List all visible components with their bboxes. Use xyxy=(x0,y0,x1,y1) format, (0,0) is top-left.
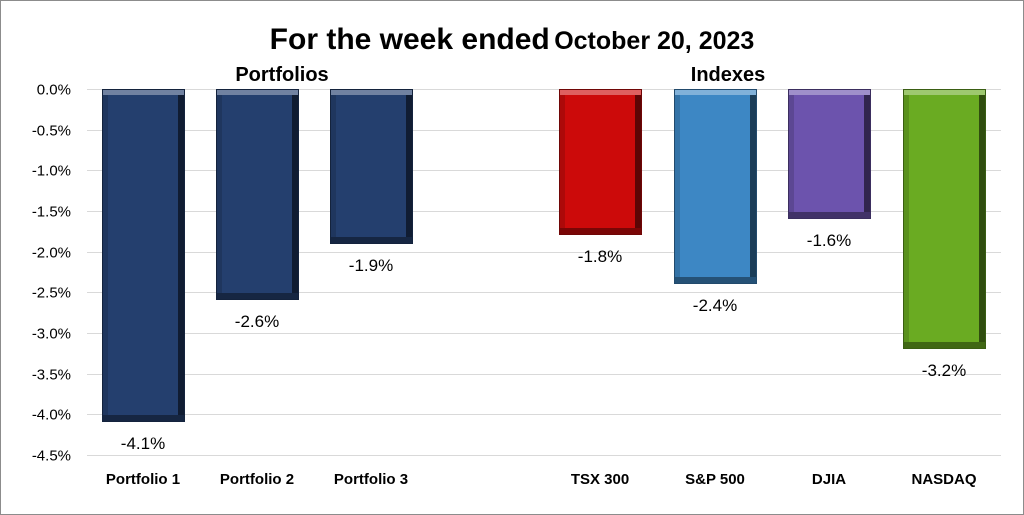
x-category-label: TSX 300 xyxy=(570,471,630,488)
bar-tsx-300 xyxy=(558,89,642,236)
bar-nasdaq xyxy=(902,89,986,350)
x-category-label: Portfolio 3 xyxy=(333,471,409,488)
data-label: -1.9% xyxy=(348,255,394,275)
group-label-indexes: Indexes xyxy=(690,64,766,86)
data-label: -2.6% xyxy=(234,312,280,332)
x-category-label: S&P 500 xyxy=(685,471,745,488)
bar-s-p-500 xyxy=(673,89,757,285)
bar-portfolio-1 xyxy=(101,89,185,423)
gridline xyxy=(87,211,1001,212)
group-label-portfolios: Portfolios xyxy=(235,64,329,86)
gridline xyxy=(87,414,1001,416)
gridline xyxy=(87,129,1001,131)
gridline xyxy=(87,333,1001,334)
gridline xyxy=(87,373,1001,375)
data-label: -2.4% xyxy=(692,296,738,316)
gridline xyxy=(87,292,1001,294)
bar-djia xyxy=(787,89,871,220)
data-label: -1.8% xyxy=(577,247,623,267)
y-tick-label: -3.0% xyxy=(31,325,71,343)
data-label: -4.1% xyxy=(120,434,166,454)
x-category-label: Portfolio 2 xyxy=(219,471,295,488)
data-label: -1.6% xyxy=(806,231,852,251)
chart-title-date: October 20, 2023 xyxy=(554,27,755,55)
y-tick-label: -1.0% xyxy=(31,162,71,180)
y-tick-label: -2.0% xyxy=(31,244,71,262)
y-tick-label: -2.5% xyxy=(31,284,71,302)
x-category-label: NASDAQ xyxy=(911,471,977,488)
y-tick-label: -3.5% xyxy=(31,366,71,384)
x-category-label: Portfolio 1 xyxy=(105,471,181,488)
gridline xyxy=(87,455,1001,456)
bar-portfolio-2 xyxy=(215,89,299,301)
chart-title: For the week ended October 20, 2023 xyxy=(1,23,1023,57)
gridline xyxy=(87,89,1001,90)
data-label: -3.2% xyxy=(921,361,967,381)
gridline xyxy=(87,170,1001,172)
y-tick-label: -0.5% xyxy=(31,122,71,140)
bar-portfolio-3 xyxy=(329,89,413,244)
y-tick-label: 0.0% xyxy=(36,81,71,99)
gridline xyxy=(87,251,1001,253)
y-tick-label: -4.5% xyxy=(31,447,71,465)
y-tick-label: -1.5% xyxy=(31,203,71,221)
y-tick-label: -4.0% xyxy=(31,406,71,424)
x-category-label: DJIA xyxy=(811,471,847,488)
chart-title-main: For the week ended xyxy=(269,23,550,56)
